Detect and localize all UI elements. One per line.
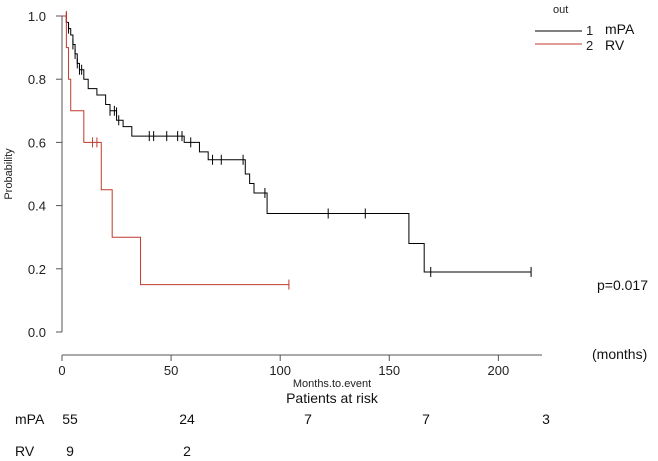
x-tick-label: 150 bbox=[378, 363, 400, 378]
x-unit-label: (months) bbox=[592, 346, 647, 362]
x-tick-label: 200 bbox=[488, 363, 510, 378]
risk-cell: 7 bbox=[304, 411, 312, 427]
risk-row-label-mpa: mPA bbox=[15, 411, 45, 427]
y-tick-label: 0.6 bbox=[28, 135, 46, 150]
y-tick-label: 0.4 bbox=[28, 199, 46, 214]
y-axis-ticks: 0.0 0.2 0.4 0.6 0.8 1.0 bbox=[28, 9, 62, 340]
y-axis-title: Probability bbox=[3, 148, 15, 200]
risk-cell: 55 bbox=[62, 411, 78, 427]
risk-cell: 24 bbox=[179, 411, 195, 427]
survival-curves bbox=[62, 11, 532, 290]
x-axis-title: Months.to.event bbox=[293, 378, 371, 390]
risk-table-values: 55 24 7 7 3 9 2 bbox=[62, 411, 550, 459]
curve-mpa bbox=[62, 15, 532, 273]
y-tick-label: 1.0 bbox=[28, 9, 46, 24]
risk-row-label-rv: RV bbox=[15, 443, 35, 459]
risk-table-title: Patients at risk bbox=[286, 390, 379, 406]
risk-cell: 9 bbox=[66, 443, 74, 459]
risk-table: Patients at risk mPA RV 55 24 7 7 3 9 2 bbox=[15, 390, 550, 459]
legend-title: out bbox=[553, 4, 568, 16]
x-tick-label: 50 bbox=[164, 363, 178, 378]
p-value-annotation: p=0.017 bbox=[597, 277, 648, 293]
risk-cell: 7 bbox=[422, 411, 430, 427]
y-tick-label: 0.2 bbox=[28, 262, 46, 277]
y-tick-label: 0.8 bbox=[28, 72, 46, 87]
x-tick-label: 100 bbox=[269, 363, 291, 378]
legend-code-rv: 2 bbox=[586, 38, 593, 53]
x-tick-label: 0 bbox=[58, 363, 65, 378]
risk-cell: 3 bbox=[542, 411, 550, 427]
legend-label-rv: RV bbox=[605, 37, 625, 53]
y-tick-label: 0.0 bbox=[28, 325, 46, 340]
curve-rv bbox=[62, 15, 289, 286]
legend-code-mpa: 1 bbox=[586, 23, 593, 38]
legend: out 1 mPA 2 RV bbox=[535, 4, 635, 53]
risk-cell: 2 bbox=[183, 443, 191, 459]
legend-label-mpa: mPA bbox=[605, 21, 635, 37]
x-axis-ticks: 0 50 100 150 200 bbox=[58, 355, 509, 378]
